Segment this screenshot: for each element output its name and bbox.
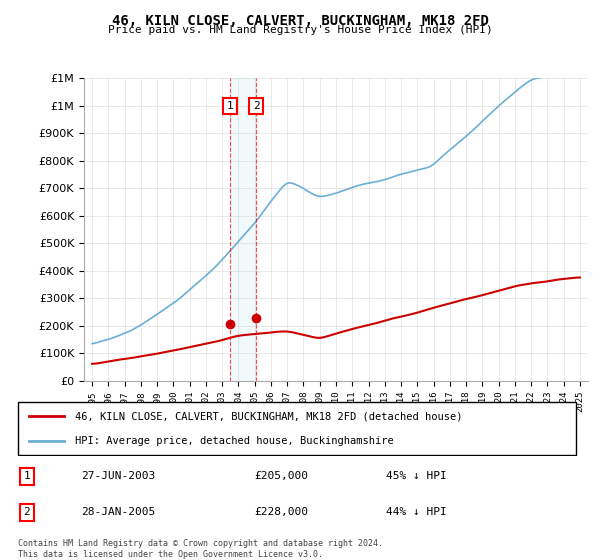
Text: 27-JUN-2003: 27-JUN-2003	[81, 471, 155, 481]
Text: 2: 2	[253, 101, 259, 111]
Text: 46, KILN CLOSE, CALVERT, BUCKINGHAM, MK18 2FD: 46, KILN CLOSE, CALVERT, BUCKINGHAM, MK1…	[112, 14, 488, 28]
Text: 46, KILN CLOSE, CALVERT, BUCKINGHAM, MK18 2FD (detached house): 46, KILN CLOSE, CALVERT, BUCKINGHAM, MK1…	[76, 411, 463, 421]
Text: This data is licensed under the Open Government Licence v3.0.: This data is licensed under the Open Gov…	[18, 550, 323, 559]
Text: £228,000: £228,000	[254, 507, 308, 517]
Text: £205,000: £205,000	[254, 471, 308, 481]
Text: 2: 2	[23, 507, 30, 517]
Text: HPI: Average price, detached house, Buckinghamshire: HPI: Average price, detached house, Buck…	[76, 436, 394, 446]
Text: Price paid vs. HM Land Registry's House Price Index (HPI): Price paid vs. HM Land Registry's House …	[107, 25, 493, 35]
Bar	[230, 78, 256, 381]
Text: Contains HM Land Registry data © Crown copyright and database right 2024.: Contains HM Land Registry data © Crown c…	[18, 539, 383, 548]
Text: 28-JAN-2005: 28-JAN-2005	[81, 507, 155, 517]
Text: 1: 1	[227, 101, 233, 111]
Text: 45% ↓ HPI: 45% ↓ HPI	[386, 471, 447, 481]
Text: 44% ↓ HPI: 44% ↓ HPI	[386, 507, 447, 517]
FancyBboxPatch shape	[18, 402, 577, 455]
Text: 1: 1	[23, 471, 30, 481]
